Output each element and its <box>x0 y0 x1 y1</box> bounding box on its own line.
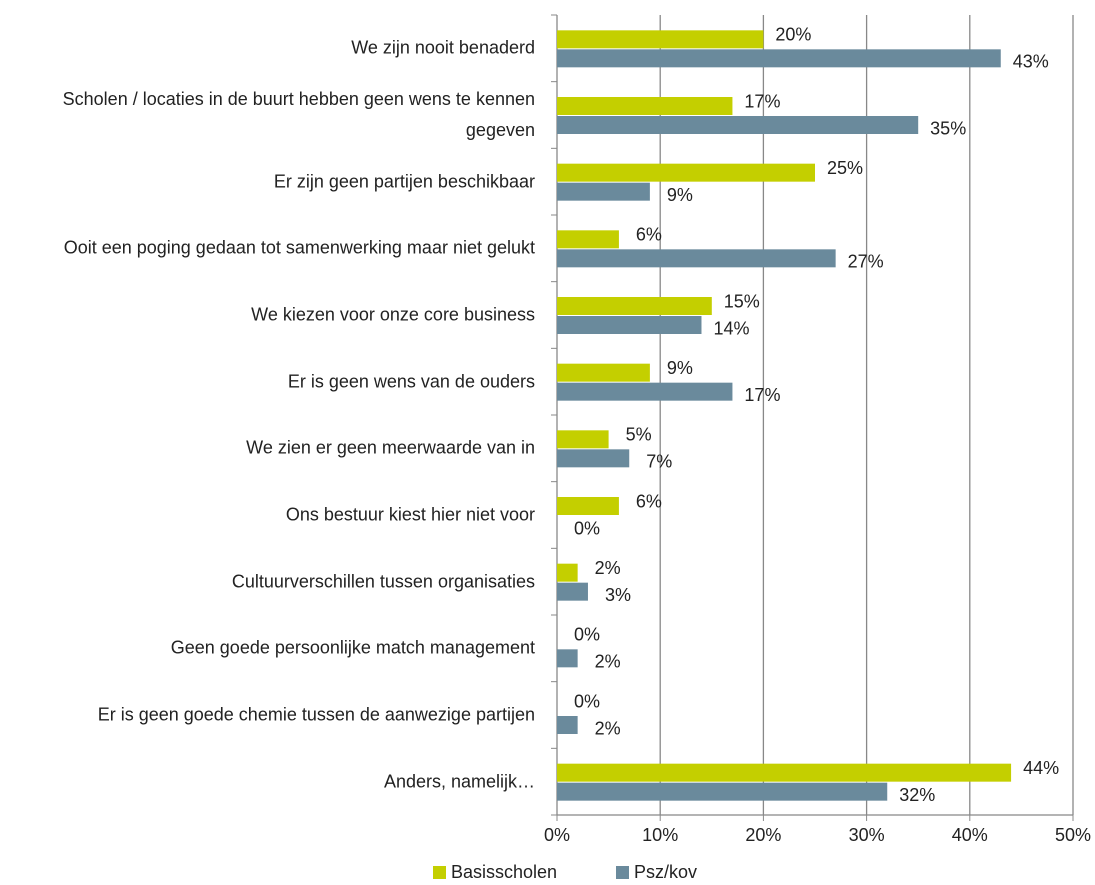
category-label: Ooit een poging gedaan tot samenwerking … <box>63 237 535 258</box>
category-label: Ons bestuur kiest hier niet voor <box>285 504 535 525</box>
value-label: 27% <box>848 252 884 272</box>
bar <box>557 497 619 515</box>
bar <box>557 249 836 268</box>
value-label: 5% <box>626 425 652 445</box>
x-tick-label: 50% <box>1055 825 1091 845</box>
legend-swatch <box>616 866 629 879</box>
category-label: Geen goede persoonlijke match management <box>170 637 535 658</box>
value-label: 2% <box>595 652 621 672</box>
value-label: 35% <box>930 118 966 138</box>
legend-label: Psz/kov <box>634 862 697 882</box>
bar <box>557 182 650 201</box>
legend-label: Basisscholen <box>451 862 557 882</box>
bar <box>557 297 712 315</box>
value-label: 0% <box>574 518 600 538</box>
value-label: 15% <box>724 291 760 311</box>
bar <box>557 97 733 115</box>
value-label: 2% <box>595 558 621 578</box>
category-label: Anders, namelijk… <box>383 771 535 792</box>
bar <box>557 30 764 49</box>
category-label: We zien er geen meerwaarde van in <box>246 437 535 458</box>
x-tick-label: 30% <box>849 825 885 845</box>
bar <box>557 649 578 668</box>
bar <box>557 716 578 734</box>
value-label: 17% <box>744 385 780 405</box>
value-label: 0% <box>574 691 600 711</box>
value-label: 17% <box>744 91 780 111</box>
bar <box>557 763 1012 782</box>
value-label: 20% <box>775 25 811 45</box>
bar <box>557 49 1001 68</box>
value-label: 6% <box>636 225 662 245</box>
bar <box>557 230 619 249</box>
legend-swatch <box>433 866 446 879</box>
bar <box>557 582 588 601</box>
value-label: 6% <box>636 491 662 511</box>
value-label: 25% <box>827 158 863 178</box>
category-label: Scholen / locaties in de buurt hebben ge… <box>62 89 535 140</box>
bar <box>557 563 578 582</box>
value-label: 32% <box>899 785 935 805</box>
bar <box>557 449 630 468</box>
bar <box>557 116 919 134</box>
category-label: Er is geen goede chemie tussen de aanwez… <box>97 704 535 725</box>
category-label: Cultuurverschillen tussen organisaties <box>231 571 535 592</box>
category-label: Er is geen wens van de ouders <box>287 371 535 392</box>
value-label: 14% <box>713 318 749 338</box>
value-label: 0% <box>574 625 600 645</box>
value-label: 44% <box>1023 758 1059 778</box>
value-label: 2% <box>595 718 621 738</box>
value-label: 43% <box>1013 52 1049 72</box>
bar <box>557 430 609 449</box>
x-tick-label: 20% <box>745 825 781 845</box>
value-label: 7% <box>646 452 672 472</box>
value-label: 9% <box>667 185 693 205</box>
bar <box>557 382 733 401</box>
x-tick-label: 0% <box>544 825 570 845</box>
bar <box>557 363 650 382</box>
bar <box>557 782 888 801</box>
category-label: Er zijn geen partijen beschikbaar <box>273 171 535 192</box>
bar <box>557 163 815 182</box>
x-tick-label: 10% <box>642 825 678 845</box>
value-label: 9% <box>667 358 693 378</box>
category-label: We kiezen voor onze core business <box>251 304 535 325</box>
bar <box>557 316 702 334</box>
value-label: 3% <box>605 585 631 605</box>
category-label: We zijn nooit benaderd <box>351 37 535 58</box>
x-tick-label: 40% <box>952 825 988 845</box>
